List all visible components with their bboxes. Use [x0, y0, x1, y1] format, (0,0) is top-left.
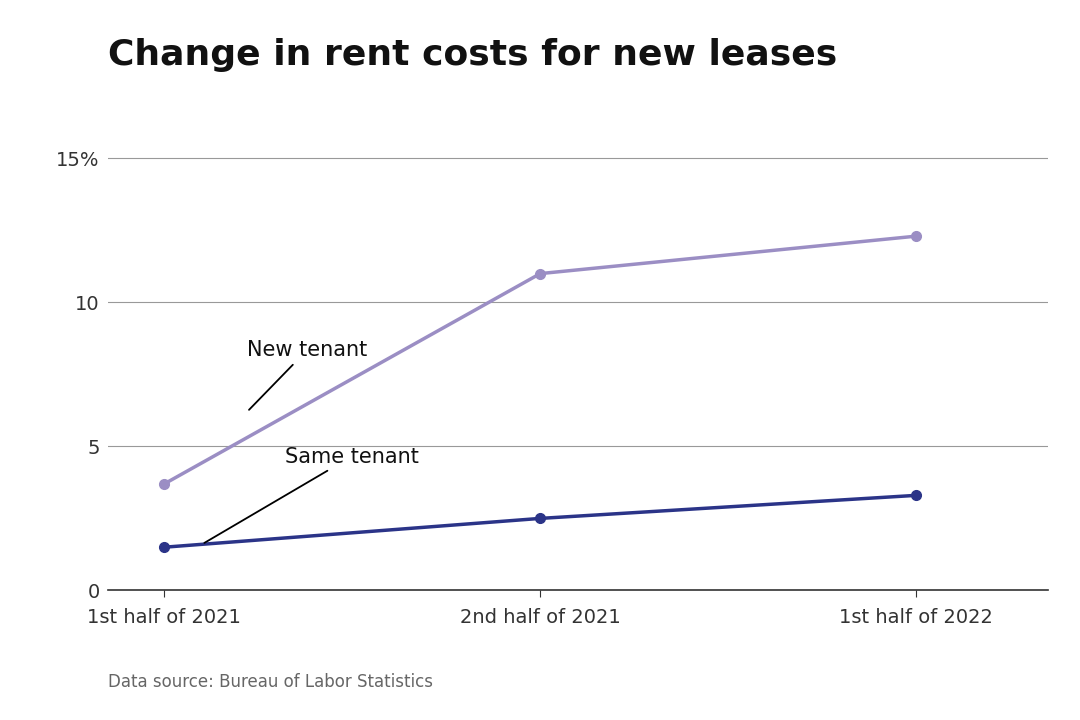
Text: Same tenant: Same tenant	[204, 446, 419, 543]
Text: New tenant: New tenant	[247, 340, 367, 410]
Text: Change in rent costs for new leases: Change in rent costs for new leases	[108, 38, 837, 72]
Text: Data source: Bureau of Labor Statistics: Data source: Bureau of Labor Statistics	[108, 673, 433, 691]
